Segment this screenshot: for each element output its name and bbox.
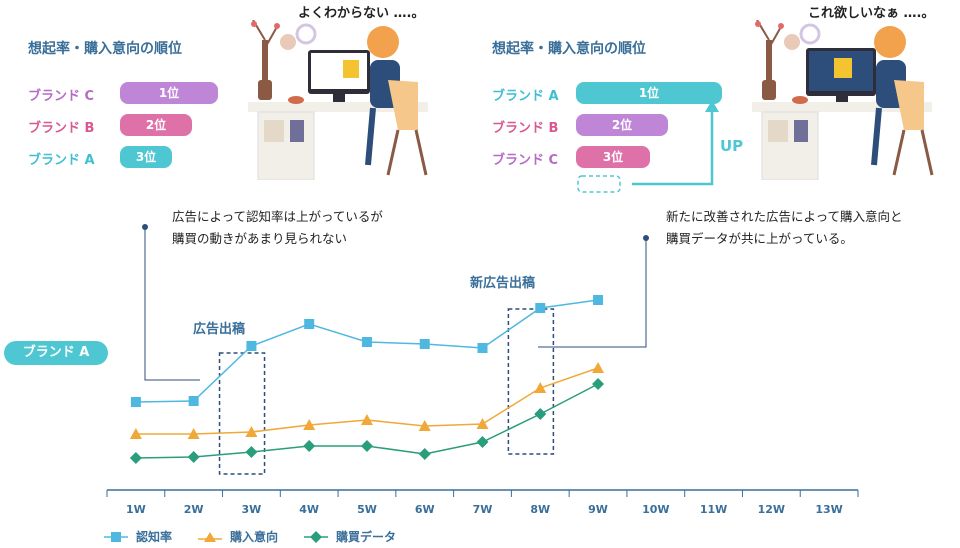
x-tick-label: 7W — [473, 503, 493, 516]
note-right-line2: 購買データが共に上がっている。 — [666, 231, 853, 246]
up-arrow-graphic — [577, 100, 719, 193]
data-point-square — [304, 319, 315, 329]
x-tick-label: 4W — [299, 503, 319, 516]
ranking-brand-after-3: ブランド C — [492, 153, 559, 168]
ranking-bar-after-1: 1位 — [576, 82, 722, 104]
data-point-square — [130, 397, 141, 407]
data-point-diamond — [303, 440, 316, 452]
desk-illustration-after — [752, 20, 934, 180]
x-tick-label: 10W — [642, 503, 669, 516]
legend-diamond-icon — [304, 530, 329, 543]
x-tick-label: 5W — [357, 503, 377, 516]
note-right-connector — [538, 238, 647, 348]
brand-tag: ブランド A — [4, 341, 108, 365]
up-label: UP — [720, 137, 744, 155]
legend-square-icon — [104, 531, 128, 542]
up-arrow-line — [632, 110, 714, 186]
note-left-line2: 購買の動きがあまり見られない — [172, 231, 348, 246]
note-right-line1: 新たに改善された広告によって購入意向と — [666, 209, 903, 224]
ad-label-first: 広告出稿 — [193, 322, 246, 337]
data-point-diamond — [418, 448, 431, 460]
data-point-diamond — [187, 451, 200, 463]
data-point-diamond — [534, 408, 547, 420]
data-point-triangle — [245, 426, 258, 437]
data-point-diamond — [129, 452, 142, 464]
note-left-connector-dot — [142, 224, 148, 230]
ranking-brand-after-1: ブランド A — [492, 89, 559, 104]
data-point-triangle — [418, 420, 431, 431]
ranking-brand-before-1: ブランド C — [28, 89, 95, 104]
data-point-square — [246, 341, 257, 351]
legend-label-intent: 購入意向 — [230, 530, 279, 544]
data-point-triangle — [592, 362, 605, 373]
x-tick-label: 9W — [588, 503, 608, 516]
legend-triangle-icon — [198, 531, 223, 542]
x-tick-label: 1W — [126, 503, 146, 516]
ranking-brand-after-2: ブランド B — [492, 121, 559, 136]
ad-label-second: 新広告出稿 — [470, 276, 536, 291]
data-point-square — [593, 295, 604, 305]
data-point-square — [535, 303, 546, 313]
ranking-old-position — [577, 175, 621, 193]
legend-item-awareness: 認知率 — [104, 528, 172, 545]
data-point-triangle — [303, 419, 316, 430]
data-point-square — [361, 337, 372, 347]
ranking-bar-before-1: 1位 — [120, 82, 218, 104]
up-arrow-head — [705, 100, 719, 112]
desk-illustration-before — [248, 20, 428, 180]
note-right: 新たに改善された広告によって購入意向と 購買データが共に上がっている。 — [666, 206, 903, 250]
data-point-square — [419, 339, 430, 349]
ranking-bar-before-2: 2位 — [120, 114, 192, 136]
x-tick-label: 6W — [415, 503, 435, 516]
data-point-diamond — [245, 446, 258, 458]
ranking-bar-before-3: 3位 — [120, 146, 172, 168]
data-point-triangle — [187, 428, 200, 439]
data-point-triangle — [129, 428, 142, 439]
legend-label-purchase: 購買データ — [336, 530, 397, 544]
series-line-1 — [135, 299, 599, 403]
x-tick-label: 2W — [184, 503, 204, 516]
data-point-triangle — [360, 414, 373, 425]
x-tick-label: 3W — [242, 503, 262, 516]
note-right-connector-dot — [643, 235, 649, 241]
x-tick-label: 12W — [758, 503, 785, 516]
x-tick-label: 8W — [530, 503, 550, 516]
data-point-diamond — [360, 440, 373, 452]
chart-legend: 認知率 購入意向 購買データ — [104, 528, 396, 545]
note-left: 広告によって認知率は上がっているが 購買の動きがあまり見られない — [172, 206, 383, 250]
data-point-square — [188, 396, 199, 406]
ranking-bar-after-3: 3位 — [576, 146, 650, 168]
note-left-line1: 広告によって認知率は上がっているが — [172, 209, 383, 224]
legend-item-purchase: 購買データ — [304, 528, 396, 545]
data-point-diamond — [592, 378, 605, 390]
ranking-brand-before-3: ブランド A — [28, 153, 95, 168]
highlight-box-2 — [507, 308, 555, 455]
legend-label-awareness: 認知率 — [136, 530, 173, 544]
highlight-box-1 — [218, 352, 266, 475]
data-point-triangle — [534, 382, 547, 393]
ranking-brand-before-2: ブランド B — [28, 121, 95, 136]
legend-item-intent: 購入意向 — [198, 528, 278, 545]
data-point-triangle — [476, 418, 489, 429]
data-point-diamond — [476, 436, 489, 448]
thought-after: これ欲しいなぁ ….。 — [808, 6, 935, 21]
ranking-title-after: 想起率・購入意向の順位 — [492, 41, 646, 57]
x-tick-label: 11W — [700, 503, 727, 516]
x-tick-label: 13W — [815, 503, 842, 516]
note-left-connector — [144, 227, 200, 381]
thought-before: よくわからない ….。 — [298, 6, 425, 21]
data-point-square — [477, 343, 488, 353]
ranking-bar-after-2: 2位 — [576, 114, 668, 136]
ranking-title-before: 想起率・購入意向の順位 — [28, 41, 182, 57]
